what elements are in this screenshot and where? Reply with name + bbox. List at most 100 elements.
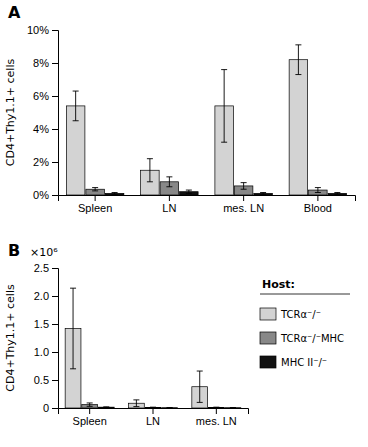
y-tick-mark bbox=[52, 129, 58, 130]
legend-swatch bbox=[260, 332, 276, 344]
annotation: ×10⁶ bbox=[30, 246, 58, 259]
legend-swatch bbox=[260, 308, 276, 320]
y-tick-label: 6% bbox=[33, 90, 49, 102]
x-tick-mark bbox=[153, 408, 154, 414]
x-tick: Spleen bbox=[78, 195, 112, 214]
x-tick-label: LN bbox=[146, 415, 160, 427]
y-tick: 0.5 bbox=[34, 374, 58, 386]
y-tick: 2% bbox=[33, 156, 58, 168]
y-tick-mark bbox=[52, 352, 58, 353]
y-tick-label: 2% bbox=[33, 156, 49, 168]
y-axis-line bbox=[52, 31, 59, 196]
plot-marks bbox=[65, 288, 241, 408]
error-bar bbox=[87, 403, 93, 406]
error-bar bbox=[92, 188, 98, 191]
error-bar bbox=[230, 407, 236, 408]
bar bbox=[98, 407, 114, 408]
y-tick-label: 0% bbox=[33, 189, 49, 201]
y-axis-title: CD4+Thy1.1+ cells bbox=[4, 284, 17, 392]
y-tick: 4% bbox=[33, 123, 58, 135]
error-bar bbox=[112, 193, 118, 195]
x-tick-label: Spleen bbox=[73, 415, 107, 427]
y-tick-mark bbox=[52, 296, 58, 297]
legend: Host:TCRα⁻/⁻TCRα⁻/⁻MHCMHC II⁻/⁻ bbox=[260, 278, 350, 368]
panel-title: B bbox=[8, 241, 20, 260]
y-tick: 2.5 bbox=[34, 262, 58, 274]
y-tick-label: 1.0 bbox=[34, 346, 49, 358]
legend-swatch bbox=[260, 356, 276, 368]
bar bbox=[254, 193, 273, 195]
x-tick-mark bbox=[89, 408, 90, 414]
y-tick: 2.0 bbox=[34, 290, 58, 302]
legend-label: TCRα⁻/⁻MHC bbox=[280, 333, 344, 344]
legend-label: TCRα⁻/⁻ bbox=[280, 309, 321, 320]
x-tick: LN bbox=[162, 195, 176, 214]
bar bbox=[208, 407, 224, 408]
x-tick-mark bbox=[317, 195, 318, 201]
legend-label: MHC II⁻/⁻ bbox=[281, 357, 327, 368]
y-tick-mark bbox=[52, 63, 58, 64]
y-tick-mark bbox=[52, 162, 58, 163]
y-tick-mark bbox=[52, 96, 58, 97]
error-bar bbox=[241, 183, 247, 190]
x-tick-mark bbox=[169, 195, 170, 201]
bar bbox=[145, 407, 161, 408]
y-axis: 0 0.5 1.0 1.5 2.0 2.5 bbox=[34, 262, 59, 414]
x-tick: mes. LN bbox=[196, 408, 237, 427]
x-tick-label: LN bbox=[162, 202, 176, 214]
y-tick-mark bbox=[52, 408, 58, 409]
x-axis: Spleen LN mes. LN bbox=[59, 408, 249, 427]
error-bar bbox=[150, 407, 156, 408]
x-axis-line bbox=[59, 196, 356, 202]
error-bar bbox=[70, 288, 76, 369]
figure: Spleen LN mes. LN Blood 0% 2% 4% 6% 8% 10% CD4+Thy… bbox=[0, 0, 368, 447]
y-tick-mark bbox=[52, 30, 58, 31]
x-tick-label: mes. LN bbox=[223, 202, 264, 214]
y-tick-mark bbox=[52, 380, 58, 381]
y-tick: 6% bbox=[33, 90, 58, 102]
bar bbox=[328, 193, 347, 195]
y-tick-label: 0.5 bbox=[34, 374, 49, 386]
y-tick: 1.0 bbox=[34, 346, 58, 358]
x-tick-label: Spleen bbox=[78, 202, 112, 214]
x-axis: Spleen LN mes. LN Blood bbox=[59, 195, 356, 214]
error-bar bbox=[73, 91, 79, 121]
panel: Spleen LN mes. LN 0 0.5 1.0 1.5 2.0 2.5 CD4+Thy1.… bbox=[4, 241, 249, 427]
y-axis-line bbox=[52, 269, 59, 409]
bar bbox=[105, 193, 124, 195]
panel-title: A bbox=[8, 3, 21, 22]
y-tick: 8% bbox=[33, 57, 58, 69]
y-tick-mark bbox=[52, 268, 58, 269]
x-tick-label: Blood bbox=[304, 202, 332, 214]
error-bar bbox=[295, 45, 301, 75]
error-bar bbox=[197, 371, 203, 402]
error-bar bbox=[167, 407, 173, 408]
error-bar bbox=[334, 193, 340, 195]
error-bar bbox=[315, 188, 321, 193]
y-tick: 0% bbox=[33, 189, 58, 201]
y-tick-mark bbox=[52, 195, 58, 196]
error-bar bbox=[133, 400, 139, 407]
y-tick: 0 bbox=[43, 402, 58, 414]
error-bar bbox=[147, 159, 153, 182]
x-tick-mark bbox=[95, 195, 96, 201]
y-tick-label: 4% bbox=[33, 123, 49, 135]
error-bar bbox=[213, 407, 219, 408]
y-tick: 10% bbox=[27, 24, 58, 36]
y-tick-label: 10% bbox=[27, 24, 49, 36]
error-bar bbox=[260, 193, 266, 195]
x-axis-line bbox=[59, 409, 249, 415]
plot-marks bbox=[66, 45, 346, 195]
bar bbox=[289, 60, 308, 195]
y-tick-label: 2.0 bbox=[34, 290, 49, 302]
bar bbox=[162, 407, 178, 408]
x-tick: Blood bbox=[304, 195, 332, 214]
x-tick-mark bbox=[243, 195, 244, 201]
y-axis-title: CD4+Thy1.1+ cells bbox=[4, 59, 17, 167]
panel: Spleen LN mes. LN Blood 0% 2% 4% 6% 8% 10% CD4+Thy… bbox=[4, 3, 356, 214]
y-axis: 0% 2% 4% 6% 8% 10% bbox=[27, 24, 59, 201]
bar bbox=[225, 407, 241, 408]
error-bar bbox=[221, 70, 227, 143]
y-tick-mark bbox=[52, 324, 58, 325]
y-tick-label: 1.5 bbox=[34, 318, 49, 330]
